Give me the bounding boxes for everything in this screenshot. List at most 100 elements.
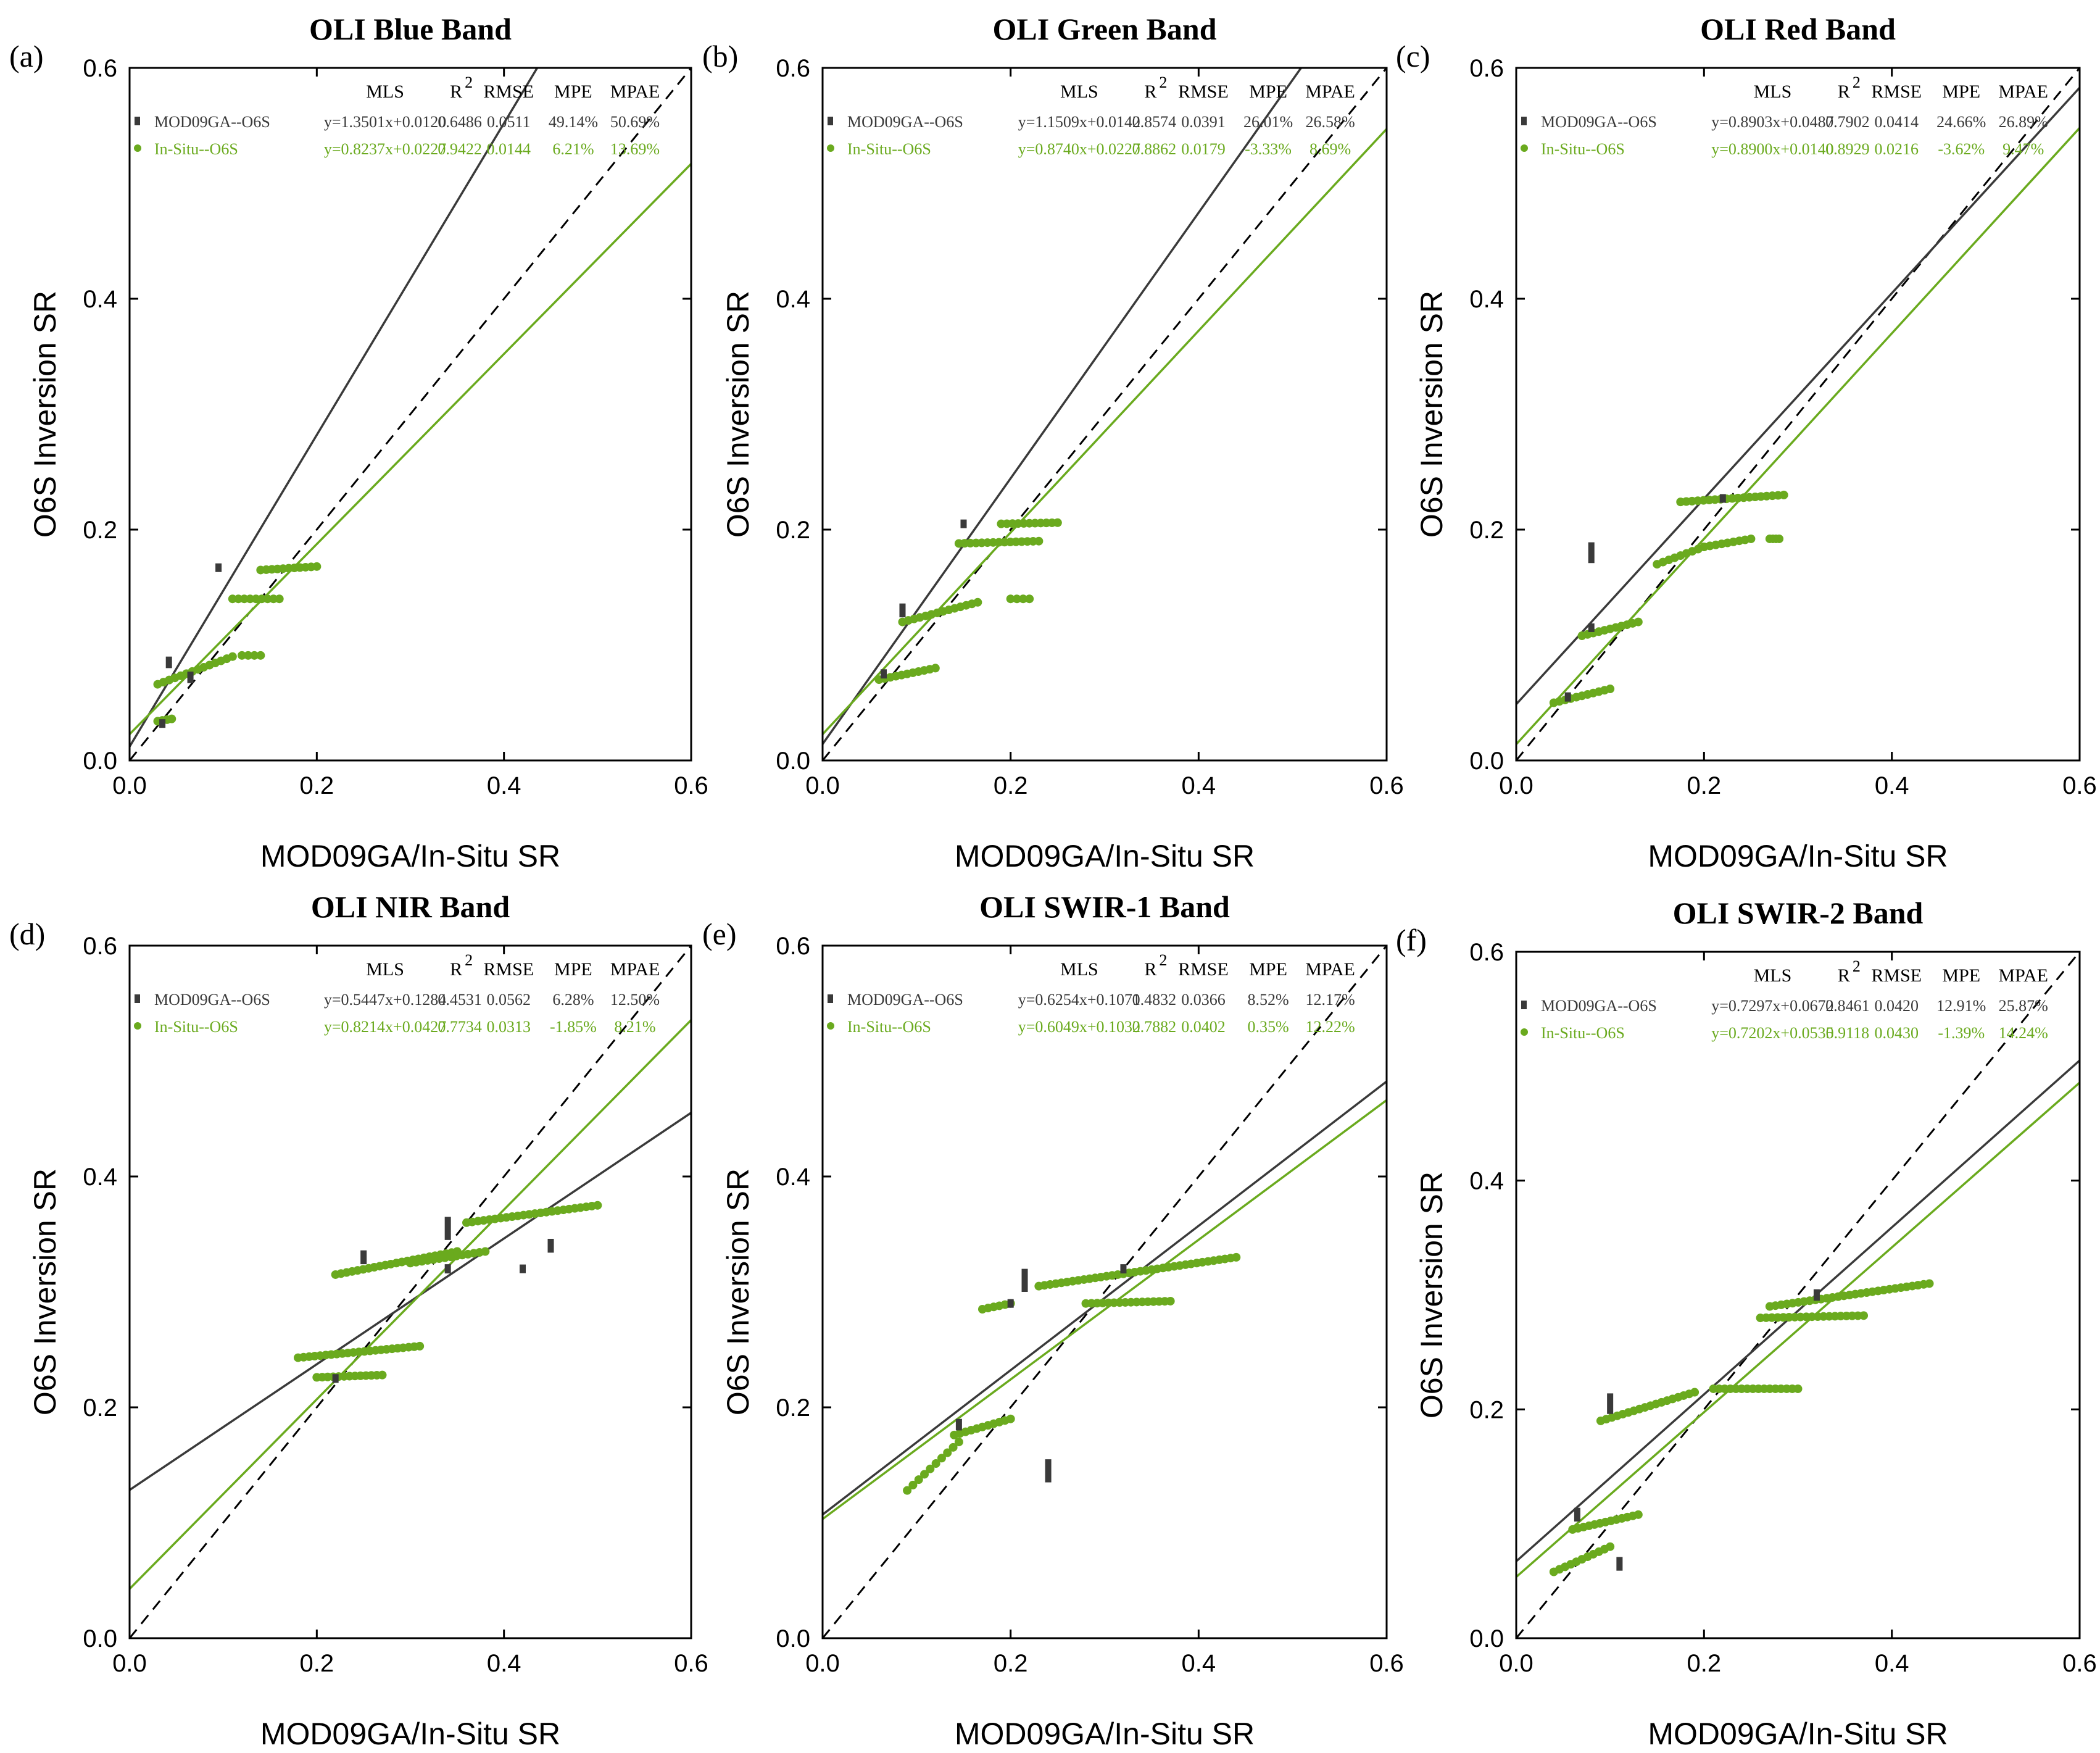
- legend-header-rmse: RMSE: [483, 959, 534, 980]
- chart-title: OLI SWIR-1 Band: [979, 889, 1230, 924]
- panel-a: OLI Blue Band (a) MOD09GA/In-Situ SR O6S In…: [9, 12, 708, 873]
- insitu-point: [256, 651, 265, 660]
- legend-r2-mod09ga: 0.8574: [1132, 113, 1177, 131]
- legend-r2-mod09ga: 0.4531: [438, 991, 482, 1009]
- insitu-point: [1606, 1542, 1615, 1551]
- legend-header-rmse: RMSE: [1871, 965, 1922, 986]
- legend-marker-insitu: [134, 1022, 141, 1030]
- legend-marker-insitu: [1521, 1028, 1528, 1036]
- legend-header-mpae: MPAE: [610, 959, 660, 980]
- insitu-fit-line: [130, 163, 691, 735]
- legend: MLS R 2 RMSE MPE MPAE MOD09GA--O6S y=1.3501x+0.…: [134, 73, 660, 158]
- one-to-one-line: [1516, 68, 2080, 760]
- y-tick-label: 0.0: [1469, 747, 1504, 775]
- legend-header-mpae: MPAE: [610, 81, 660, 102]
- x-tick-label: 0.0: [805, 772, 840, 799]
- x-tick-label: 0.4: [1875, 772, 1909, 799]
- legend-rmse-insitu: 0.0430: [1875, 1024, 1919, 1042]
- legend-name-insitu: In-Situ--O6S: [1541, 140, 1625, 158]
- mod09ga-point: [1045, 1459, 1052, 1483]
- x-tick-label: 0.2: [300, 1650, 334, 1677]
- mod09ga-point: [360, 1250, 367, 1265]
- mod09ga-point: [215, 563, 222, 572]
- insitu-point: [973, 598, 982, 607]
- legend-equation-insitu: y=0.8237x+0.0227: [324, 140, 446, 158]
- insitu-point: [920, 1470, 929, 1479]
- y-tick-label: 0.4: [1469, 1168, 1504, 1195]
- legend-name-mod09ga: MOD09GA--O6S: [1541, 997, 1657, 1015]
- legend-mpae-insitu: 13.69%: [610, 140, 660, 158]
- legend-header-r2: R: [1144, 959, 1156, 980]
- mod09ga-fit-line: [1516, 1059, 2080, 1562]
- legend-header-mls: MLS: [1754, 965, 1792, 986]
- legend-equation-insitu: y=0.6049x+0.1032: [1018, 1018, 1140, 1036]
- legend-equation-mod09ga: y=0.8903x+0.0487: [1711, 113, 1833, 131]
- insitu-point: [914, 1475, 923, 1484]
- x-tick-label: 0.6: [2062, 772, 2097, 799]
- y-tick-label: 0.4: [776, 286, 810, 313]
- mod09ga-fit-line: [130, 1112, 691, 1491]
- y-tick-label: 0.2: [776, 1394, 810, 1422]
- x-axis-label: MOD09GA/In-Situ SR: [955, 839, 1255, 873]
- legend: MLS R 2 RMSE MPE MPAE MOD09GA--O6S y=0.6254x+0.…: [827, 951, 1355, 1036]
- insitu-point: [1018, 594, 1027, 604]
- insitu-point: [1859, 1311, 1869, 1320]
- legend-rmse-insitu: 0.0216: [1875, 140, 1919, 158]
- x-tick-label: 0.0: [1499, 772, 1533, 799]
- legend-equation-insitu: y=0.8900x+0.0140: [1711, 140, 1833, 158]
- legend-equation-insitu: y=0.8214x+0.0427: [324, 1018, 446, 1036]
- legend-header-r2: R: [1144, 81, 1156, 102]
- mod09ga-fit-line: [823, 1080, 1387, 1516]
- y-tick-label: 0.6: [776, 933, 810, 960]
- legend-header-mls: MLS: [1060, 81, 1098, 102]
- plot-data: [130, 68, 691, 760]
- chart-title: OLI Blue Band: [309, 12, 512, 46]
- y-tick-label: 0.2: [776, 517, 810, 544]
- y-tick-label: 0.0: [776, 747, 810, 775]
- insitu-point: [167, 714, 176, 723]
- x-axis-label: MOD09GA/In-Situ SR: [260, 839, 560, 873]
- insitu-point: [1633, 1510, 1643, 1519]
- x-tick-label: 0.4: [1875, 1650, 1909, 1677]
- y-tick-label: 0.0: [776, 1625, 810, 1652]
- legend-header-r2: R: [450, 81, 462, 102]
- legend-marker-mod09ga: [135, 117, 140, 125]
- insitu-point: [1006, 1414, 1015, 1423]
- legend-mpae-insitu: 12.22%: [1306, 1018, 1355, 1036]
- legend-marker-insitu: [827, 1022, 834, 1030]
- legend-equation-insitu: y=0.8740x+0.0227: [1018, 140, 1140, 158]
- chart-title: OLI Red Band: [1700, 12, 1896, 46]
- x-tick-label: 0.2: [994, 1650, 1028, 1677]
- insitu-point: [1166, 1296, 1175, 1305]
- insitu-point: [908, 1480, 918, 1489]
- legend-mpae-mod09ga: 26.58%: [1306, 113, 1355, 131]
- legend-marker-insitu: [134, 144, 141, 152]
- mod09ga-point: [332, 1374, 339, 1383]
- mod09ga-point: [1021, 1268, 1028, 1292]
- insitu-point: [943, 1448, 952, 1457]
- insitu-point: [415, 1341, 425, 1351]
- y-tick-label: 0.4: [83, 286, 117, 313]
- legend-header-mpe: MPE: [1942, 81, 1980, 102]
- x-tick-label: 0.0: [112, 772, 147, 799]
- legend-name-insitu: In-Situ--O6S: [154, 140, 238, 158]
- legend-rmse-insitu: 0.0144: [487, 140, 531, 158]
- y-axis-label: O6S Inversion SR: [1414, 291, 1449, 538]
- panel-c: OLI Red Band (c) MOD09GA/In-Situ SR O6S Inv…: [1396, 12, 2097, 873]
- legend-mpe-mod09ga: 24.66%: [1936, 113, 1986, 131]
- legend-marker-mod09ga: [828, 994, 833, 1003]
- plot-frame: [821, 67, 1388, 762]
- legend-rmse-mod09ga: 0.0420: [1875, 997, 1919, 1015]
- legend-r2-insitu: 0.8929: [1825, 140, 1870, 158]
- legend-mpae-insitu: 8.21%: [614, 1018, 655, 1036]
- x-axis-label: MOD09GA/In-Situ SR: [955, 1717, 1255, 1751]
- legend: MLS R 2 RMSE MPE MPAE MOD09GA--O6S y=0.8903x+0.…: [1521, 73, 2048, 158]
- y-axis-label: O6S Inversion SR: [721, 291, 755, 538]
- insitu-fit-line: [1516, 127, 2080, 746]
- y-axis-label: O6S Inversion SR: [1414, 1172, 1449, 1418]
- mod09ga-point: [444, 1264, 451, 1274]
- y-tick-label: 0.4: [776, 1164, 810, 1191]
- insitu-point: [1232, 1252, 1241, 1262]
- legend-header-mpae: MPAE: [1305, 81, 1355, 102]
- plot-frame: [1515, 67, 2081, 762]
